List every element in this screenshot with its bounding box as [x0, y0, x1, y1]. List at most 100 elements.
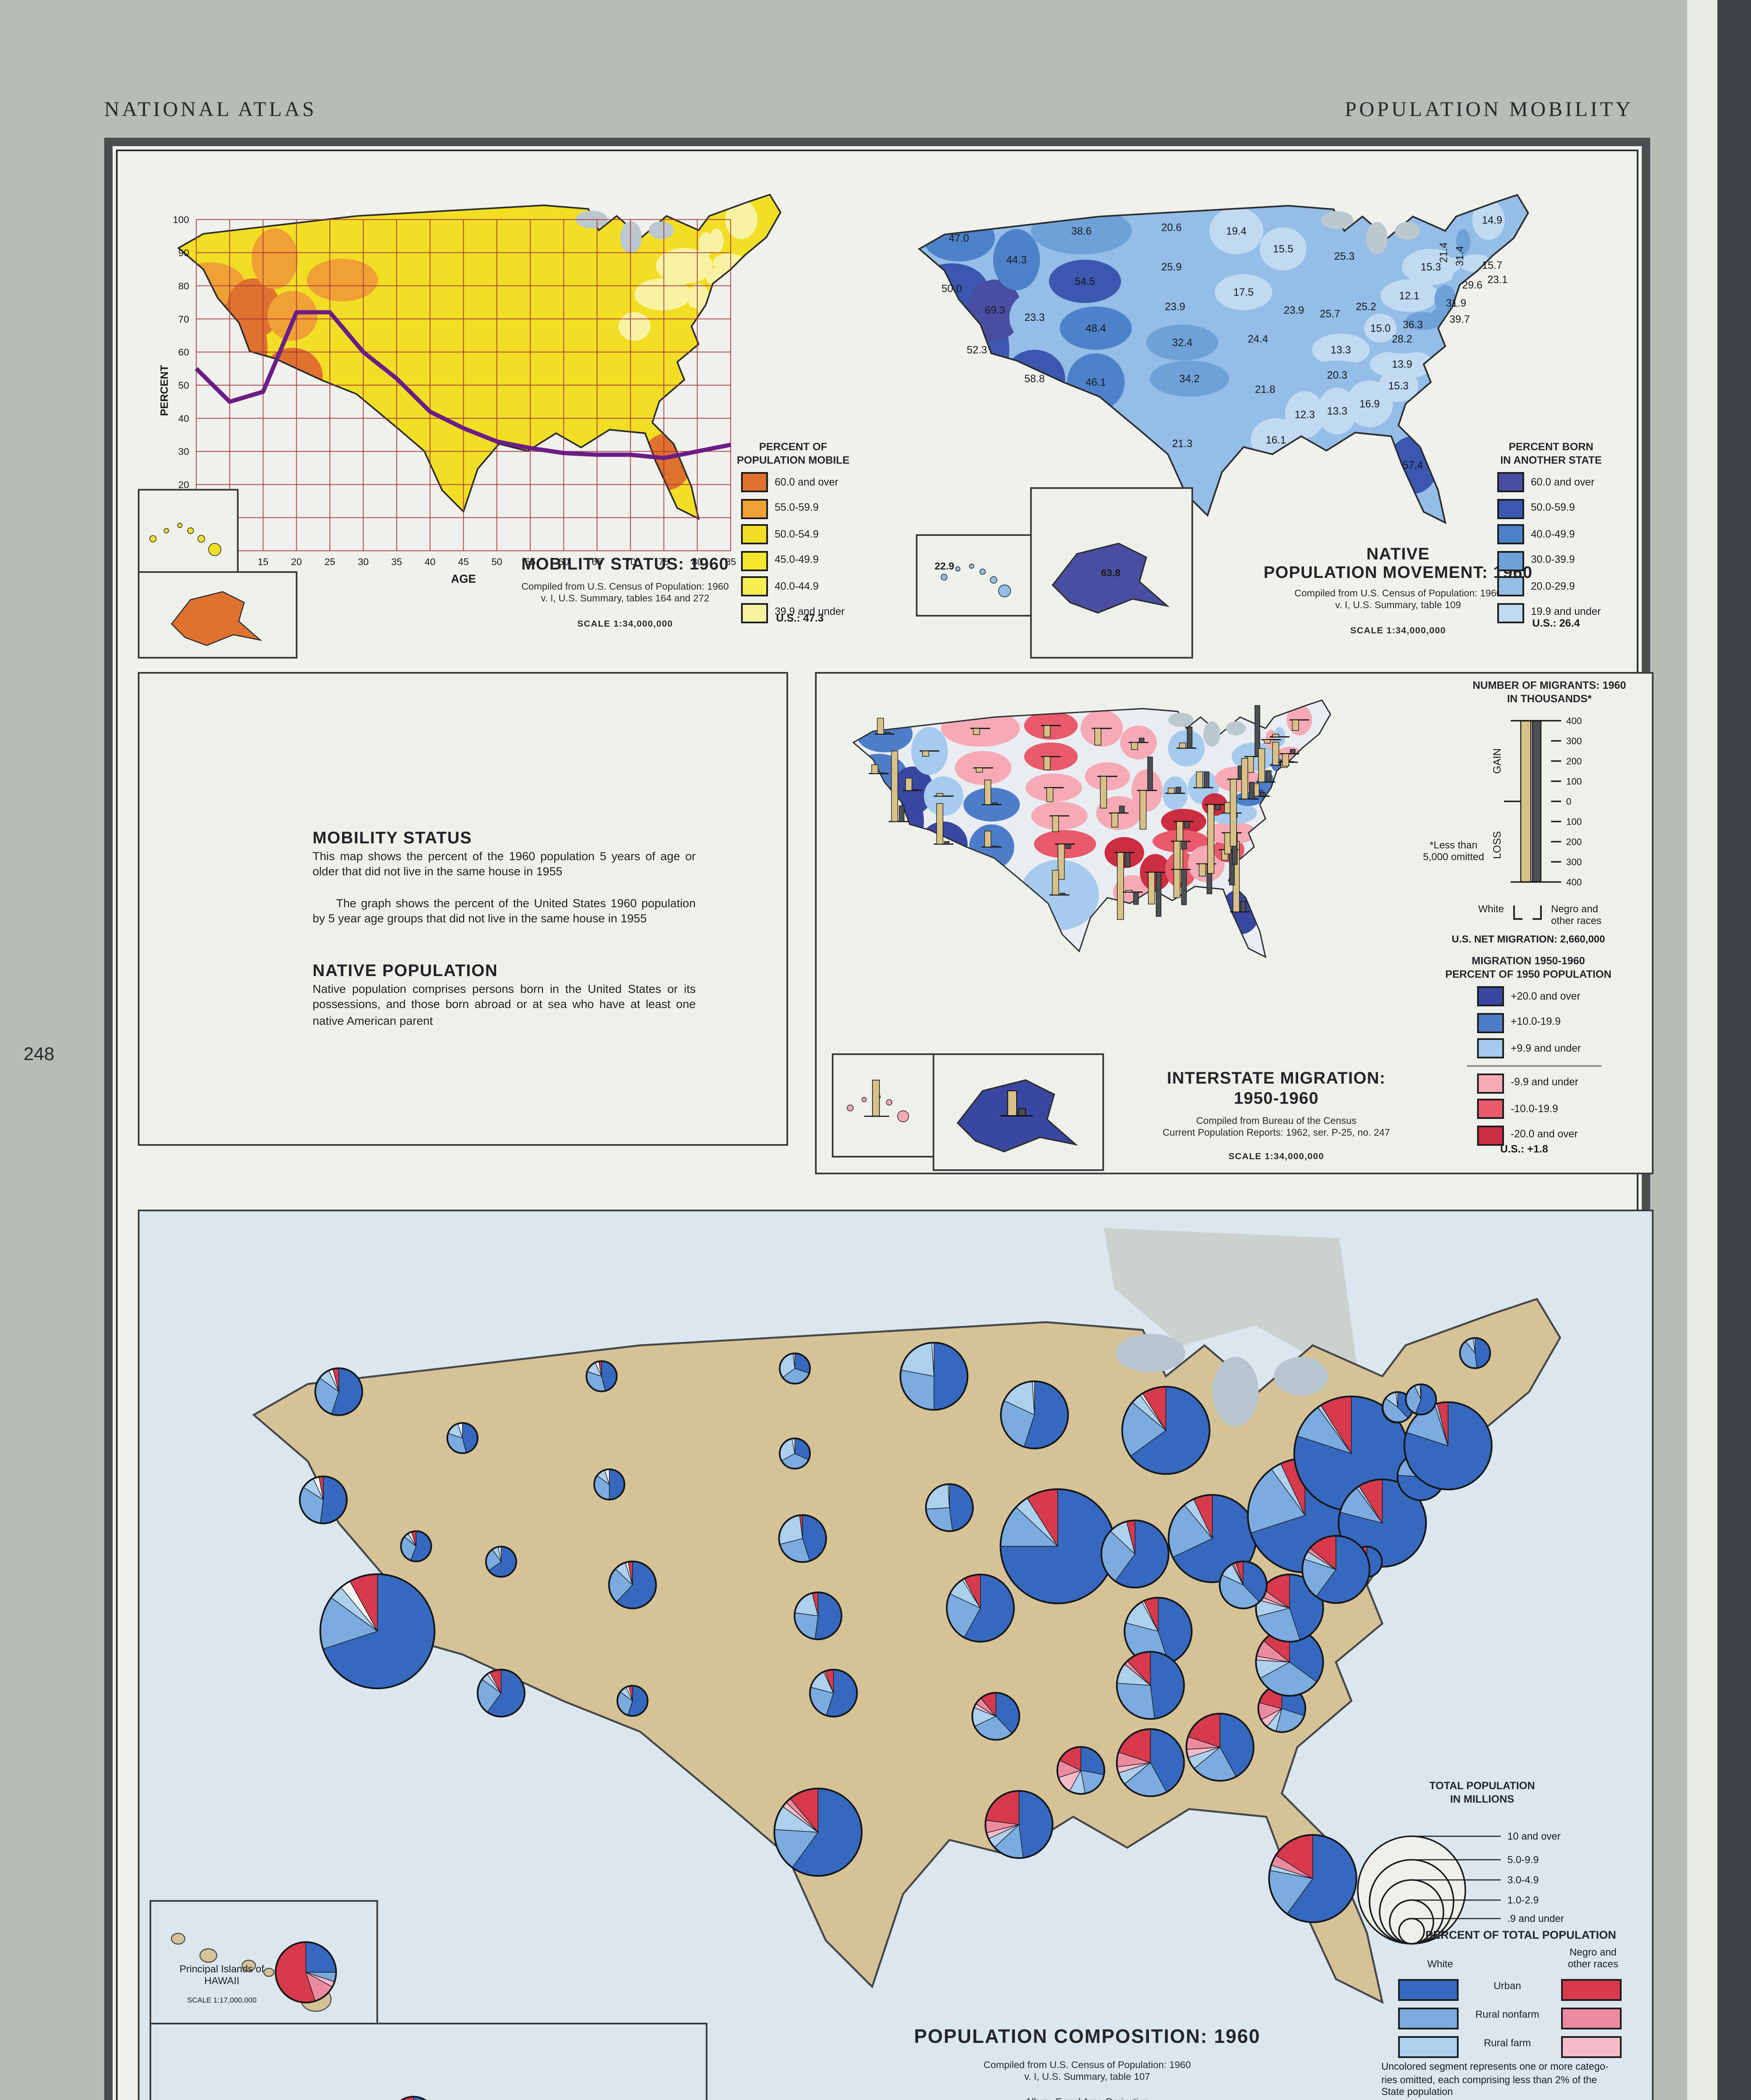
map-label: AGE — [451, 572, 476, 585]
pie-legend-swatch — [1561, 2036, 1622, 2058]
map-label: 40 — [425, 556, 436, 567]
map-label: 85 — [725, 556, 736, 567]
map-label: 21.3 — [1172, 438, 1192, 449]
composition-map-source-1: Compiled from U.S. Census of Population:… — [983, 2061, 1191, 2071]
migration-map-scale: SCALE 1:34,000,000 — [1228, 1152, 1324, 1163]
hawaii-inset-label: Principal Islands of HAWAII — [179, 1966, 264, 1987]
map-label: 58.8 — [1024, 373, 1044, 385]
pie-legend-swatch — [1398, 2036, 1459, 2058]
map-label: 15.3 — [1388, 380, 1409, 392]
migration-us-average: U.S.: +1.8 — [1500, 1144, 1549, 1156]
migration-map-title: INTERSTATE MIGRATION: 1950-1960 — [1167, 1070, 1386, 1109]
legend-label: 55.0-59.9 — [775, 502, 819, 514]
hawaii-islands-map — [149, 522, 221, 556]
map-label: 50 — [492, 556, 502, 567]
mobility-legend: 60.0 and over 55.0-59.9 50.0-54.9 45.0-49.9… — [741, 472, 845, 629]
interstate-migration-map — [852, 699, 1331, 958]
legend-entry: 20.0-29.9 — [1497, 577, 1601, 597]
map-label: PERCENT — [158, 365, 170, 416]
legend-label: 50.0-59.9 — [1531, 502, 1575, 514]
mobility-map-scale: SCALE 1:34,000,000 — [577, 620, 673, 630]
map-label: 5.0-9.9 — [1507, 1854, 1539, 1866]
legend-entry: 50.0-54.9 — [741, 524, 845, 545]
legend-swatch — [741, 603, 768, 623]
page-title: POPULATION MOBILITY — [1345, 97, 1633, 121]
map-label: 25.9 — [1161, 261, 1181, 273]
map-label: 54.5 — [1075, 276, 1095, 287]
map-label: 20 — [178, 479, 189, 490]
map-sheet-panel: 0102030405060708090100510152025303540455… — [104, 138, 1654, 2100]
map-label: 36.3 — [1403, 319, 1423, 331]
legend-entry: +9.9 and under — [1477, 1038, 1601, 1059]
legend-label: -10.0-19.9 — [1511, 1103, 1558, 1116]
legend-entry: 39.9 and under — [741, 603, 845, 623]
hawaii-value: 22.9 — [934, 563, 954, 573]
hawaii-islands-map — [171, 1933, 337, 2012]
map-label: 80 — [692, 556, 703, 567]
mobility-hawaii-inset — [138, 489, 239, 575]
size-legend-title: TOTAL POPULATION IN MILLIONS — [1429, 1781, 1535, 1806]
legend-entry: 30.0-39.9 — [1497, 551, 1601, 571]
map-label: 16.1 — [1266, 434, 1286, 446]
map-label: 65 — [592, 556, 602, 567]
legend-swatch — [1477, 1099, 1504, 1120]
legend-swatch — [741, 472, 768, 492]
pie-legend-swatch — [1398, 1979, 1459, 2001]
map-label: 60 — [558, 556, 569, 567]
map-label: 15.5 — [1273, 243, 1293, 255]
legend-swatch — [1477, 986, 1504, 1006]
legend-label: 60.0 and over — [775, 476, 839, 488]
map-label: 39.7 — [1449, 313, 1470, 325]
legend-entry: 60.0 and over — [1497, 472, 1601, 492]
map-label: 30 — [358, 556, 369, 567]
migration-hawaii-inset — [832, 1053, 936, 1158]
uncolored-note: Uncolored segment represents one or more… — [1381, 2063, 1609, 2099]
pie-legend-swatch — [1561, 1979, 1622, 2001]
pie-legend-row-label: Rural nonfarm — [1475, 2011, 1539, 2021]
map-label: 20.6 — [1161, 222, 1181, 234]
migration-alaska-inset — [933, 1053, 1104, 1171]
legend-swatch — [741, 498, 768, 519]
white-column-header: White — [1427, 1961, 1453, 1971]
map-label: 15 — [258, 556, 268, 567]
native-population-map: 47.0 50.0 52.3 69.3 44.3 38.6 54.5 23.3 48.4 58.8… — [918, 194, 1529, 524]
mobility-map-source-1: Compiled from U.S. Census of Population:… — [521, 583, 729, 593]
alaska-map — [171, 591, 263, 646]
composition-map-source-2: v. I, U.S. Summary, table 107 — [1024, 2073, 1150, 2083]
bar-bracket-icon — [1513, 906, 1542, 920]
legend-entry: +20.0 and over — [1477, 986, 1601, 1006]
legend-entry: 50.0-59.9 — [1497, 498, 1601, 519]
legend-swatch — [1477, 1125, 1504, 1146]
map-label: 20.3 — [1327, 369, 1347, 381]
alaska-value: 63.8 — [1101, 570, 1121, 580]
map-label: 44.3 — [1007, 254, 1027, 266]
map-label: 400 — [1566, 877, 1582, 887]
map-label: 100 — [173, 214, 189, 225]
map-label: 31.4 — [1454, 246, 1466, 266]
pie-legend-swatch — [1561, 2008, 1622, 2029]
legend-label: 60.0 and over — [1531, 476, 1595, 488]
legend-entry: -20.0 and over — [1477, 1125, 1601, 1146]
map-label: 300 — [1566, 736, 1582, 746]
alaska-map — [400, 2096, 427, 2100]
pie-legend-row-label: Urban — [1493, 1982, 1521, 1992]
map-label: LOSS — [1492, 831, 1503, 859]
map-label: 40 — [178, 413, 189, 424]
map-label: 80 — [178, 281, 189, 291]
map-label: 31.9 — [1446, 297, 1466, 309]
legend-swatch — [1477, 1038, 1504, 1059]
map-label: 46.1 — [1086, 377, 1106, 388]
migrants-scale-title: NUMBER OF MIGRANTS: 1960 IN THOUSANDS* — [1472, 680, 1626, 705]
composition-map-projection: Albers Equal Area Projection — [869, 2098, 1306, 2100]
composition-map-title: POPULATION COMPOSITION: 1960 — [914, 2028, 1261, 2048]
mobility-status-heading: MOBILITY STATUS — [313, 830, 472, 848]
description-text-box: MOBILITY STATUS This map shows the perce… — [138, 672, 788, 1146]
map-label: 69.3 — [985, 304, 1005, 316]
negro-column-header: Negro and other races — [1567, 1949, 1618, 1971]
legend-swatch — [1497, 498, 1524, 519]
map-label: 16.9 — [1359, 398, 1380, 410]
legend-entry: 45.0-49.9 — [741, 551, 845, 571]
map-label: 70 — [178, 314, 189, 325]
map-label: 200 — [1566, 837, 1582, 847]
